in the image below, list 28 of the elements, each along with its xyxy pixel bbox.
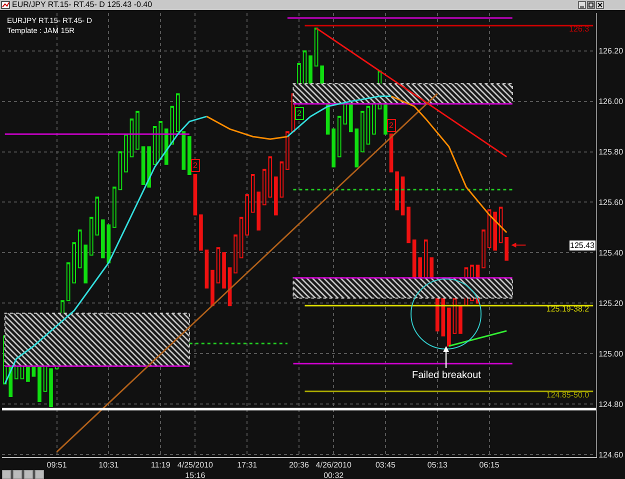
text: 2	[297, 109, 302, 118]
y-tick-label: 124.60	[598, 450, 624, 460]
x-tick-label: 03:45	[375, 460, 396, 470]
y-tick-label: 125.80	[598, 148, 624, 157]
series-label: 124.85-50.0	[546, 390, 594, 400]
x-tick-label: 05:13	[427, 460, 448, 470]
x-tick-label: 4/25/2010 15:16	[177, 460, 214, 479]
y-tick-label: 125.60	[598, 198, 624, 207]
x-tick-label: 11:19	[150, 460, 171, 470]
y-tick-label: 125.40	[598, 248, 624, 258]
x-tick-label: 09:51	[46, 460, 68, 470]
x-tick-label: 4/26/2010 00:32	[316, 460, 352, 479]
x-tick-label: 20:36	[288, 460, 310, 470]
annotation: 125.43	[570, 241, 596, 250]
series-label: 125.19-38.2	[546, 304, 594, 314]
y-tick-label: 125.20	[598, 298, 624, 308]
x-tick-label: 06:15	[479, 460, 500, 470]
y-tick-label: 126.00	[598, 97, 624, 106]
annotation: Failed breakout	[412, 370, 482, 381]
chart-title: EUR/JPY RT.15- RT.45- D 125.43 -0.40	[12, 0, 152, 10]
series-label: 126.3	[569, 24, 594, 34]
y-tick-label: 126.20	[598, 46, 624, 56]
text: 2	[193, 161, 198, 170]
y-tick-label: 124.80	[598, 400, 624, 409]
text: 2	[389, 121, 394, 130]
x-tick-label: 17:31	[237, 460, 258, 470]
x-tick-label: 10:31	[98, 460, 120, 470]
y-tick-label: 125.00	[598, 349, 624, 358]
